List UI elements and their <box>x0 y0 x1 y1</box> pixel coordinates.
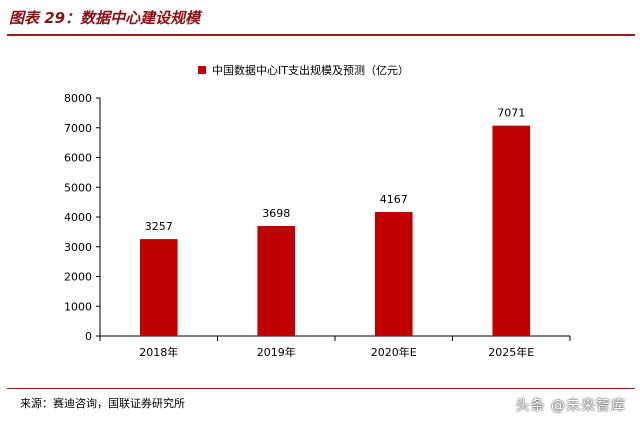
x-axis: 2018年 2019年 2020年E 2025年E <box>99 335 571 359</box>
y-axis: 0 1000 2000 3000 4000 5000 6000 7000 8000 <box>64 92 101 343</box>
data-label: 3257 <box>145 220 173 233</box>
source-note: 来源：赛迪咨询，国联证券研究所 <box>20 397 185 410</box>
footer-divider <box>7 388 635 389</box>
bar <box>139 239 178 336</box>
bar <box>257 225 296 336</box>
chart-area: 中国数据中心IT支出规模及预测（亿元） 0 1000 2000 3000 4000 500… <box>0 40 640 380</box>
y-tick-label: 2000 <box>64 271 92 284</box>
y-tick-label: 1000 <box>64 300 92 313</box>
y-tick-label: 5000 <box>64 181 92 194</box>
x-tick-label: 2018年 <box>139 345 178 359</box>
x-tick-label: 2020年E <box>371 345 417 359</box>
chart-legend: 中国数据中心IT支出规模及预测（亿元） <box>198 63 409 77</box>
header-divider <box>7 34 635 36</box>
legend-swatch <box>198 66 206 74</box>
data-labels: 3257 3698 4167 7071 <box>145 107 526 233</box>
y-tick-label: 4000 <box>64 211 92 224</box>
bar-chart: 中国数据中心IT支出规模及预测（亿元） 0 1000 2000 3000 4000 500… <box>64 63 571 359</box>
bar <box>492 125 531 336</box>
watermark: 头条 @未来智库 <box>515 398 626 414</box>
y-tick-label: 7000 <box>64 122 92 135</box>
y-tick-label: 0 <box>85 330 92 343</box>
x-tick-label: 2025年E <box>488 345 534 359</box>
data-label: 4167 <box>380 193 408 206</box>
figure-title: 图表 29：数据中心建设规模 <box>9 9 201 27</box>
y-tick-label: 3000 <box>64 241 92 254</box>
data-label: 3698 <box>262 207 290 220</box>
y-tick-label: 8000 <box>64 92 92 105</box>
figure-header: 图表 29：数据中心建设规模 <box>0 0 640 32</box>
bars <box>139 125 531 336</box>
data-label: 7071 <box>497 107 525 120</box>
x-tick-label: 2019年 <box>257 345 296 359</box>
legend-label: 中国数据中心IT支出规模及预测（亿元） <box>212 63 409 77</box>
y-tick-label: 6000 <box>64 152 92 165</box>
bar <box>374 212 413 336</box>
